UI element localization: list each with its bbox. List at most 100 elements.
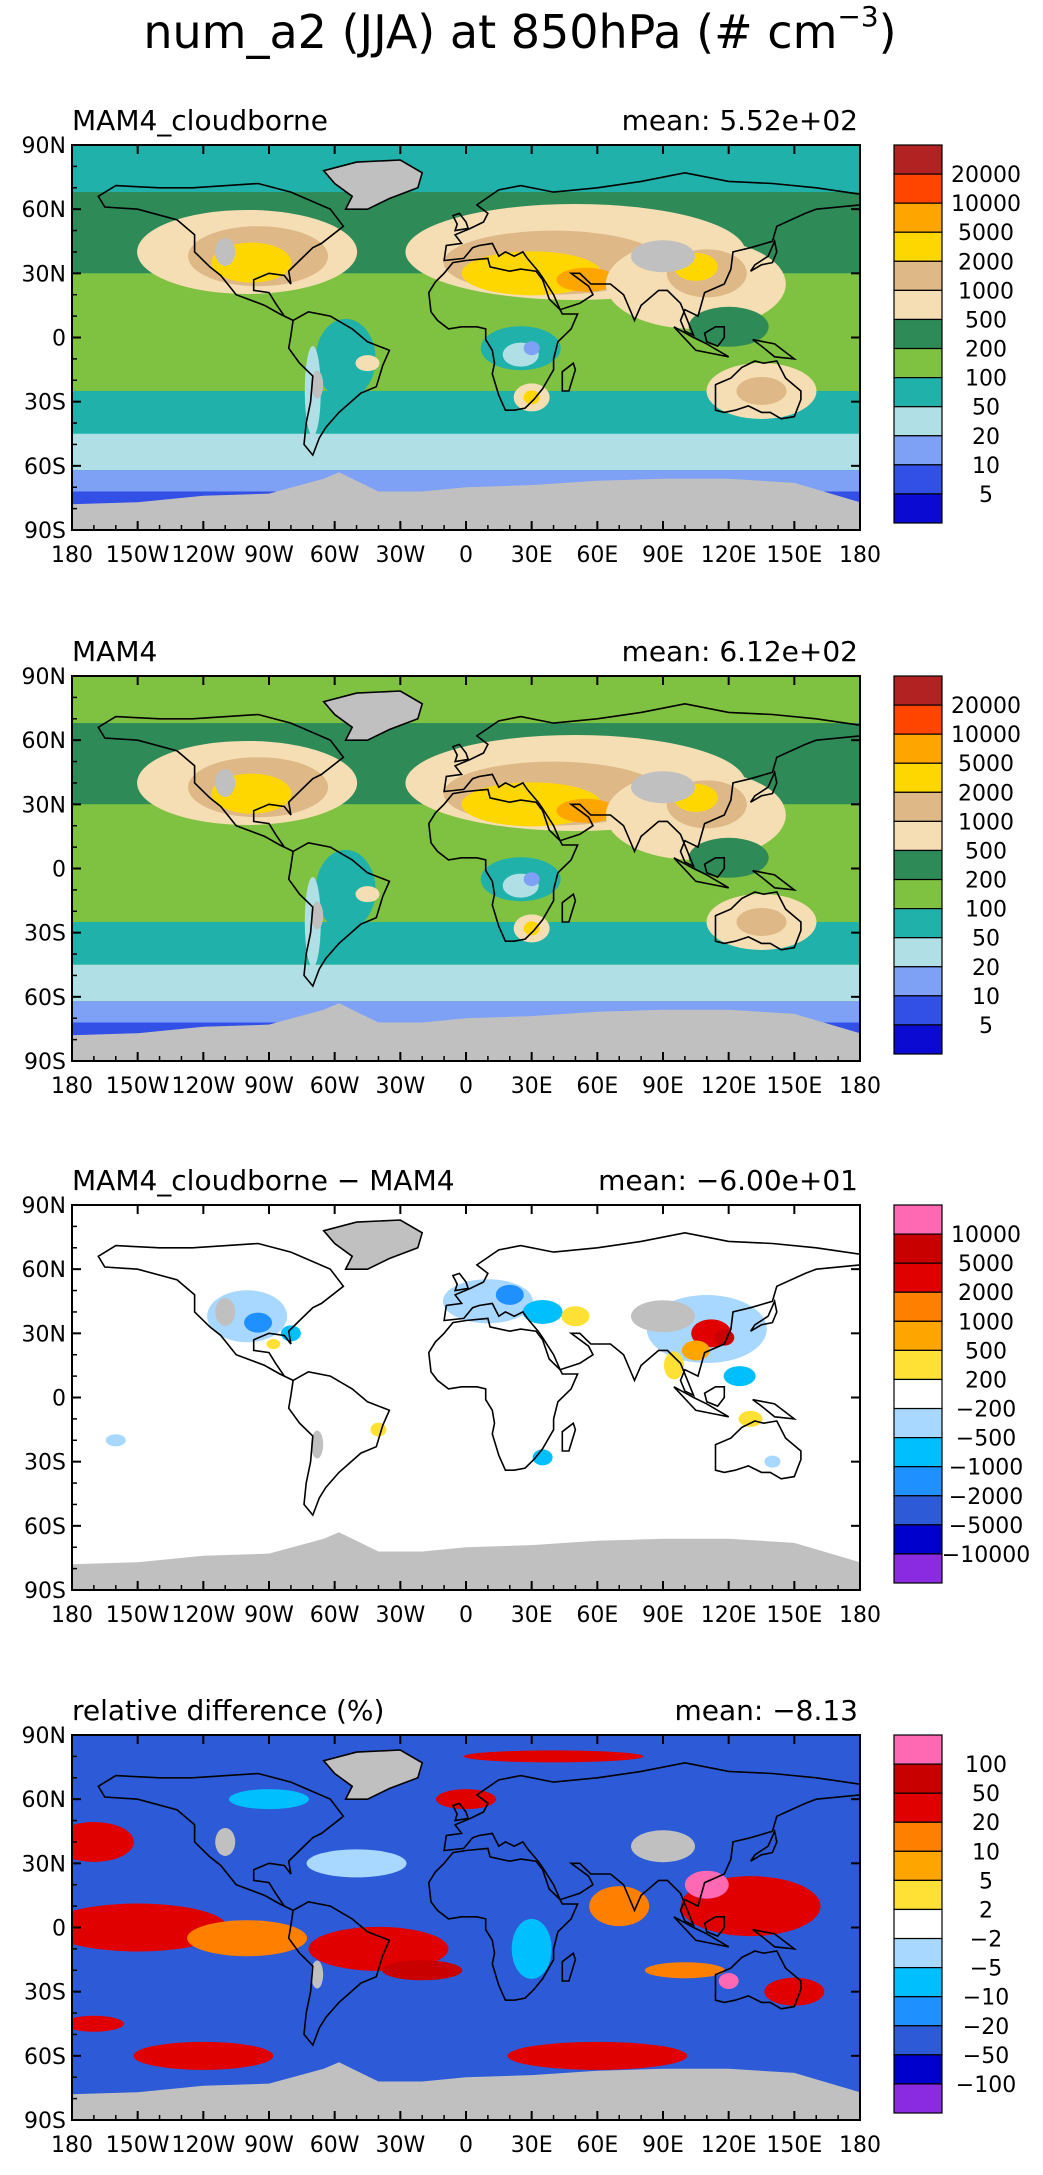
antarctica-missing	[72, 2062, 860, 2120]
colorbar-label: 5	[979, 483, 993, 508]
lat-tick-label: 90S	[24, 519, 66, 544]
lon-tick-label: 120W	[171, 2133, 235, 2158]
colorbar-label: 20	[972, 956, 1000, 981]
colorbar-box	[893, 675, 943, 706]
lat-tick-label: 30S	[24, 1451, 66, 1476]
lon-tick-label: 30W	[375, 543, 425, 568]
colorbar-box	[893, 1821, 943, 1852]
colorbar-box	[893, 464, 943, 495]
colorbar-box	[893, 406, 943, 437]
colorbar-label: 20	[972, 425, 1000, 450]
colorbar-label: 100	[965, 898, 1007, 923]
lon-tick-label: 0	[459, 1074, 473, 1099]
lon-tick-label: 180	[839, 1074, 881, 1099]
coastlines	[97, 1219, 860, 1517]
lat-tick-label: 30N	[22, 1852, 66, 1877]
colorbar: 20000 10000 5000 2000 1000 500 200 100 50 20 10 5	[893, 144, 1021, 524]
lat-tick-label: 0	[52, 327, 66, 352]
lon-tick-label: 90W	[244, 543, 294, 568]
colorbar-box	[893, 1850, 943, 1881]
lon-tick-label: 180	[51, 2133, 93, 2158]
lon-tick-label: 0	[459, 543, 473, 568]
lon-tick-label: 150E	[766, 1603, 822, 1628]
colorbar-label: 10000	[951, 723, 1021, 748]
lat-tick-label: 90N	[22, 1194, 66, 1219]
map-field	[72, 676, 860, 1061]
panel-title: relative difference (%)	[72, 1694, 384, 1727]
lon-tick-label: 30E	[511, 1074, 553, 1099]
lon-tick-label: 30E	[511, 543, 553, 568]
lat-tick-label: 30N	[22, 793, 66, 818]
colorbar-label: −5	[970, 1957, 1002, 1982]
colorbar-label: 10	[972, 985, 1000, 1010]
colorbar-box	[893, 1553, 943, 1584]
colorbar-label: −5000	[949, 1514, 1023, 1539]
colorbar-label: −50	[963, 2044, 1009, 2069]
lon-tick-label: 120E	[701, 543, 757, 568]
colorbar-box	[893, 1792, 943, 1823]
antarctica-missing	[72, 1532, 860, 1590]
colorbar-box	[893, 1262, 943, 1293]
colorbar-label: −10	[963, 1986, 1009, 2011]
colorbar-label: 20	[972, 1811, 1000, 1836]
colorbar-label: 2000	[958, 781, 1014, 806]
lon-tick-label: 120W	[171, 1074, 235, 1099]
map-field	[72, 1735, 860, 2120]
colorbar-label: 10000	[951, 192, 1021, 217]
colorbar-box	[893, 173, 943, 204]
colorbar-box	[893, 820, 943, 852]
colorbar-box	[893, 995, 943, 1026]
figure-title: num_a2 (JJA) at 850hPa (# cm−3)	[143, 0, 896, 59]
colorbar-label: 200	[965, 1368, 1007, 1393]
lon-tick-label: 150W	[106, 543, 170, 568]
colorbar-box	[893, 1466, 943, 1497]
lon-tick-label: 30E	[511, 2133, 553, 2158]
coastlines	[97, 690, 860, 988]
colorbar-label: 50	[972, 396, 1000, 421]
colorbar-label: 100	[965, 367, 1007, 392]
colorbar-label: 5	[979, 1869, 993, 1894]
lon-tick-label: 90E	[642, 1603, 684, 1628]
colorbar-box	[893, 202, 943, 233]
colorbar-box	[893, 1233, 943, 1264]
colorbar-box	[893, 1734, 943, 1765]
coastlines	[97, 1749, 860, 2047]
panel-title: MAM4_cloudborne	[72, 104, 328, 137]
lon-tick-label: 90E	[642, 1074, 684, 1099]
colorbar-label: 50	[972, 927, 1000, 952]
panel-2: MAM4 mean: 6.12e+0290N60N30N030S60S90S180…	[22, 635, 1021, 1099]
lat-tick-label: 30S	[24, 391, 66, 416]
lat-tick-label: 30N	[22, 1322, 66, 1347]
colorbar-box	[893, 1763, 943, 1794]
map-field	[72, 145, 860, 530]
lon-tick-label: 90W	[244, 1074, 294, 1099]
panel-1: MAM4_cloudborne mean: 5.52e+02 90N 60N 30N 0 3…	[22, 104, 1021, 568]
colorbar-box	[893, 1967, 943, 1998]
colorbar-box	[893, 762, 943, 793]
colorbar-box	[893, 231, 943, 262]
colorbar-box	[893, 966, 943, 997]
colorbar-box	[893, 733, 943, 764]
lat-tick-label: 90N	[22, 665, 66, 690]
colorbar-label: 5000	[958, 221, 1014, 246]
lat-tick-label: 60N	[22, 1258, 66, 1283]
lat-tick-label: 60S	[24, 1515, 66, 1540]
colorbar-label: −2000	[949, 1485, 1023, 1510]
colorbar-label: 200	[965, 338, 1007, 363]
lon-tick-label: 180	[51, 1603, 93, 1628]
colorbar-label: 10	[972, 454, 1000, 479]
lat-tick-label: 30S	[24, 922, 66, 947]
colorbar-label: 1000	[958, 1310, 1014, 1335]
colorbar-box	[893, 791, 943, 822]
lon-tick-label: 60W	[310, 1074, 360, 1099]
lon-tick-label: 30W	[375, 1603, 425, 1628]
lon-tick-label: 60W	[310, 2133, 360, 2158]
colorbar-box	[893, 493, 943, 524]
colorbar-box	[893, 1908, 943, 1940]
colorbar-label: 200	[965, 869, 1007, 894]
lon-tick-label: 0	[459, 1603, 473, 1628]
colorbar-box	[893, 2054, 943, 2085]
colorbar-label: −2	[970, 1928, 1002, 1953]
colorbar-label: 1000	[958, 810, 1014, 835]
